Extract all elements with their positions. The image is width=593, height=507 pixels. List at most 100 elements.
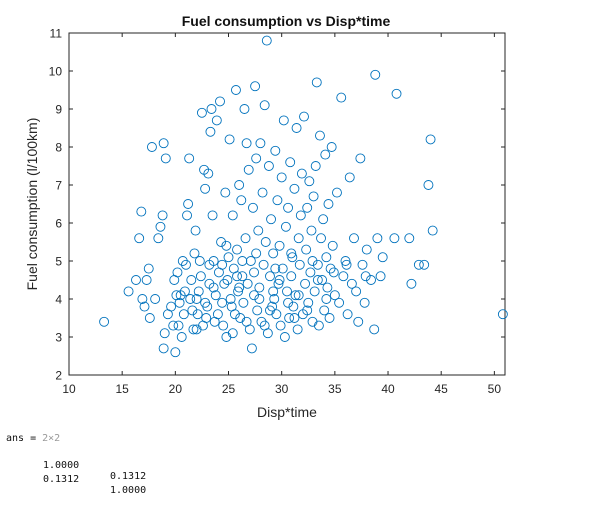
- data-point: [160, 153, 171, 164]
- y-tick-label: 5: [55, 255, 62, 269]
- data-point: [243, 164, 254, 175]
- data-point: [425, 134, 436, 145]
- data-point: [240, 233, 251, 244]
- data-point: [201, 313, 212, 323]
- data-point: [251, 153, 262, 164]
- data-point: [249, 290, 259, 301]
- x-tick-label: 30: [275, 382, 289, 396]
- data-point: [346, 278, 357, 289]
- data-point: [195, 271, 206, 282]
- data-point: [245, 256, 256, 266]
- data-point: [344, 172, 355, 183]
- data-point: [427, 225, 438, 236]
- data-point: [139, 301, 150, 312]
- data-point: [188, 324, 199, 335]
- data-point: [236, 195, 247, 206]
- data-point: [158, 343, 169, 354]
- data-point: [283, 297, 294, 308]
- figure-window: Fuel consumption vs Disp*time 2 3 4 5 6 7 8 9 10…: [24, 13, 508, 420]
- data-point: [170, 347, 181, 358]
- data-point: [206, 104, 217, 114]
- data-point: [259, 100, 270, 111]
- data-point: [224, 134, 235, 145]
- data-point: [275, 320, 286, 331]
- data-point: [329, 290, 340, 301]
- data-point: [182, 210, 192, 221]
- data-point: [336, 92, 347, 103]
- x-tick-label: 15: [115, 382, 129, 396]
- x-axis: 10 15 20 25 30 35 40 45 50: [62, 33, 501, 396]
- data-point: [143, 263, 154, 274]
- y-tick-label: 2: [55, 369, 62, 383]
- data-point: [211, 115, 222, 126]
- data-point: [233, 286, 244, 297]
- data-point: [196, 107, 207, 118]
- data-point: [153, 233, 164, 244]
- data-point: [131, 275, 141, 285]
- ans-prompt: ans =: [6, 433, 37, 444]
- data-point: [218, 320, 229, 331]
- data-point: [207, 210, 218, 221]
- data-point: [406, 278, 417, 289]
- data-point: [283, 202, 294, 213]
- data-point: [355, 153, 366, 164]
- data-point: [217, 259, 228, 270]
- data-point: [372, 233, 383, 244]
- data-point: [183, 199, 194, 209]
- data-point: [304, 176, 315, 187]
- data-point: [231, 85, 241, 95]
- chart-title: Fuel consumption vs Disp*time: [182, 13, 391, 29]
- data-point: [255, 138, 266, 149]
- y-tick-label: 11: [50, 27, 63, 41]
- y-tick-label: 4: [55, 293, 62, 307]
- data-point: [323, 199, 334, 209]
- data-point: [291, 123, 302, 133]
- data-point: [351, 286, 362, 297]
- data-point: [294, 259, 305, 270]
- data-point: [234, 180, 245, 190]
- data-point: [253, 225, 264, 236]
- data-point: [279, 332, 290, 342]
- data-point: [309, 286, 320, 297]
- data-point: [186, 275, 197, 285]
- y-tick-label: 7: [55, 179, 62, 193]
- data-point: [159, 328, 170, 339]
- data-point: [280, 221, 291, 232]
- data-point: [328, 267, 339, 278]
- data-point: [301, 244, 312, 255]
- data-point: [223, 252, 234, 263]
- data-point: [179, 286, 190, 297]
- data-point: [332, 187, 342, 198]
- data-point: [268, 286, 279, 297]
- data-point: [295, 210, 306, 221]
- data-point: [305, 267, 316, 278]
- data-point: [377, 252, 388, 263]
- data-point: [181, 259, 191, 270]
- data-point: [338, 271, 349, 282]
- data-point: [293, 290, 304, 301]
- data-point: [317, 275, 328, 285]
- data-point: [370, 69, 381, 80]
- x-tick-label: 20: [169, 382, 183, 396]
- data-point: [277, 263, 288, 274]
- data-point: [268, 248, 279, 259]
- data-point: [257, 187, 268, 198]
- data-point: [423, 180, 434, 190]
- data-point: [419, 259, 430, 270]
- data-point: [239, 104, 250, 114]
- data-point: [320, 149, 331, 160]
- data-point: [219, 278, 230, 289]
- data-point: [353, 316, 364, 327]
- data-point: [144, 313, 155, 323]
- data-point: [303, 297, 314, 308]
- data-point: [220, 187, 231, 198]
- y-tick-label: 6: [55, 217, 62, 231]
- data-point: [284, 313, 295, 323]
- data-point: [157, 210, 168, 221]
- data-point: [327, 240, 338, 251]
- data-point: [278, 115, 289, 126]
- x-tick-label: 25: [222, 382, 236, 396]
- data-point: [234, 282, 245, 293]
- data-point: [200, 183, 211, 194]
- data-point: [238, 297, 249, 308]
